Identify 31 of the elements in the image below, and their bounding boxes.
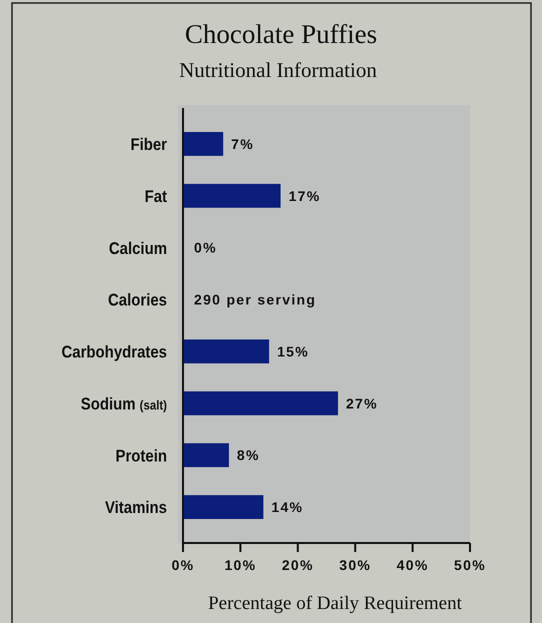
chart-title: Chocolate Puffies bbox=[184, 19, 378, 49]
chart-subtitle: Nutritional Information bbox=[179, 58, 378, 82]
y-tick-label: Carbohydrates bbox=[62, 344, 168, 362]
x-axis-title: Percentage of Daily Requirement bbox=[208, 593, 463, 614]
data-label: 0% bbox=[194, 240, 217, 256]
data-label: 17% bbox=[288, 188, 320, 204]
x-tick-label: 30% bbox=[339, 556, 372, 573]
bar bbox=[183, 184, 281, 208]
bar bbox=[183, 443, 229, 468]
data-label: 27% bbox=[346, 395, 378, 412]
data-label: 7% bbox=[231, 136, 254, 152]
x-tick-label: 0% bbox=[172, 556, 194, 573]
text: 290 per serving bbox=[194, 292, 316, 308]
x-tick-label: 40% bbox=[396, 556, 429, 573]
y-tick-label: Calories bbox=[108, 292, 168, 310]
y-tick-label: Vitamins bbox=[104, 499, 168, 518]
x-tick-label: 10% bbox=[224, 556, 256, 573]
y-tick-label: Calcium bbox=[108, 240, 167, 258]
data-label: 15% bbox=[277, 343, 310, 360]
bar bbox=[183, 340, 270, 364]
bar bbox=[183, 495, 264, 519]
bar bbox=[183, 132, 224, 156]
x-tick-label: 20% bbox=[282, 556, 314, 573]
bar bbox=[183, 391, 338, 416]
y-tick-label: Protein bbox=[116, 448, 167, 466]
x-tick-label: 50% bbox=[454, 556, 486, 573]
y-tick-label: Fat bbox=[144, 188, 168, 206]
y-tick-label: Fiber bbox=[130, 136, 167, 154]
data-label: 14% bbox=[271, 499, 304, 516]
y-tick-label: Sodium (salt) bbox=[80, 396, 167, 414]
data-label: 8% bbox=[236, 447, 260, 464]
